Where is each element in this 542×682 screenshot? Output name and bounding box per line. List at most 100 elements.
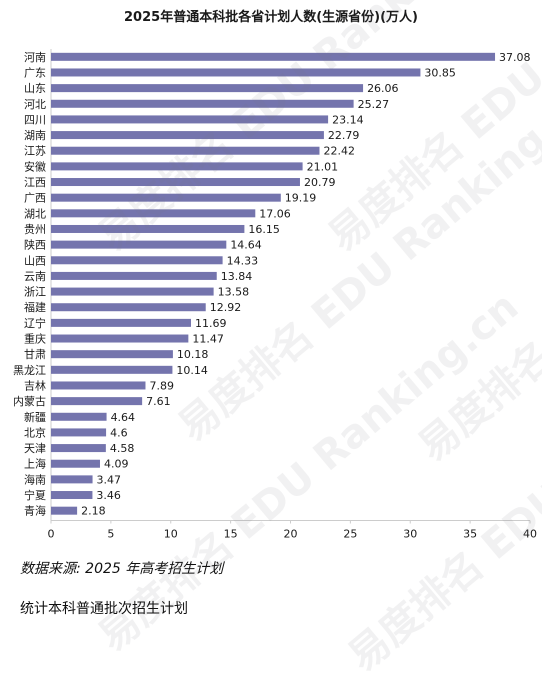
bar	[51, 178, 300, 187]
data-label: 4.09	[104, 458, 129, 471]
bar	[51, 115, 329, 124]
category-label: 河北	[24, 98, 46, 111]
data-label: 22.79	[328, 129, 360, 142]
data-label: 3.46	[96, 489, 121, 502]
bar	[51, 52, 496, 61]
data-label: 11.69	[195, 317, 227, 330]
data-label: 3.47	[97, 473, 122, 486]
data-label: 17.06	[259, 207, 291, 220]
data-label: 23.14	[332, 113, 364, 126]
category-label: 福建	[24, 300, 46, 314]
source-note: 数据来源: 2025 年高考招生计划	[20, 561, 224, 577]
bar-chart: 河南 37.08 广东 30.85 山东 26.06 河北 25.27 四川 23.14 湖南 22.…	[13, 49, 537, 541]
chart-title: 2025年普通本科批各省计划人数(生源省份)(万人)	[124, 10, 418, 25]
category-label: 江苏	[24, 145, 46, 158]
category-label: 海南	[24, 472, 46, 486]
bar	[51, 287, 214, 296]
data-label: 4.64	[111, 411, 135, 424]
category-label: 江西	[24, 176, 46, 189]
bar	[51, 271, 217, 280]
x-tick-label: 35	[463, 528, 477, 541]
footer-note: 统计本科普通批次招生计划	[20, 601, 188, 617]
data-label: 37.08	[499, 51, 530, 64]
bar	[51, 84, 364, 93]
data-label: 4.6	[110, 426, 128, 439]
bar	[51, 68, 421, 77]
bar	[51, 397, 143, 406]
bar	[51, 381, 146, 390]
bar	[51, 350, 173, 359]
bar	[51, 303, 206, 312]
category-label: 四川	[24, 113, 46, 126]
category-label: 内蒙古	[13, 394, 46, 408]
bar	[51, 444, 106, 453]
category-label: 广西	[24, 192, 46, 205]
x-tick-label: 0	[48, 528, 55, 541]
category-label: 吉林	[24, 378, 46, 392]
category-label: 甘肃	[24, 348, 46, 361]
data-label: 30.85	[424, 66, 456, 79]
data-label: 20.79	[304, 176, 336, 189]
data-label: 22.42	[323, 145, 355, 158]
data-label: 10.14	[176, 364, 208, 377]
x-tick-label: 30	[403, 528, 417, 541]
bar	[51, 412, 107, 421]
data-label: 25.27	[358, 98, 390, 111]
data-label: 12.92	[210, 301, 242, 314]
data-label: 11.47	[192, 333, 224, 346]
bar	[51, 475, 93, 484]
bar	[51, 459, 100, 468]
bar	[51, 99, 354, 108]
category-label: 辽宁	[24, 316, 46, 330]
category-label: 湖北	[24, 207, 46, 220]
category-label: 青海	[24, 504, 46, 518]
category-label: 云南	[24, 270, 46, 283]
data-label: 7.61	[146, 395, 171, 408]
category-label: 安徽	[24, 159, 46, 173]
category-label: 北京	[24, 425, 46, 439]
data-label: 13.58	[218, 286, 250, 299]
bar	[51, 256, 223, 265]
data-label: 7.89	[149, 379, 174, 392]
category-label: 重庆	[24, 332, 46, 346]
category-label: 新疆	[24, 410, 46, 424]
x-tick-label: 10	[164, 528, 178, 541]
category-label: 山东	[24, 82, 46, 95]
bar	[51, 318, 191, 327]
data-label: 14.33	[227, 254, 259, 267]
bar	[51, 193, 281, 202]
category-label: 宁夏	[24, 488, 46, 502]
data-label: 16.15	[248, 223, 279, 236]
data-label: 26.06	[367, 82, 399, 95]
bar	[51, 131, 324, 140]
category-label: 陕西	[24, 238, 46, 252]
category-label: 湖南	[24, 129, 46, 142]
data-label: 2.18	[81, 505, 106, 518]
data-label: 14.64	[230, 239, 262, 252]
bar	[51, 506, 78, 515]
data-label: 10.18	[177, 348, 209, 361]
bar	[51, 209, 256, 218]
bar	[51, 146, 320, 155]
x-tick-label: 25	[343, 528, 357, 541]
category-label: 贵州	[24, 223, 46, 236]
bar	[51, 162, 303, 171]
data-label: 21.01	[307, 160, 339, 173]
category-label: 黑龙江	[13, 364, 46, 377]
data-label: 4.58	[110, 442, 134, 455]
category-label: 上海	[24, 457, 46, 471]
x-tick-label: 5	[107, 528, 114, 541]
bar	[51, 491, 93, 500]
bar	[51, 365, 173, 374]
category-label: 广东	[24, 66, 46, 79]
bar	[51, 240, 227, 249]
x-tick-label: 40	[523, 528, 537, 541]
category-label: 河南	[24, 51, 46, 64]
data-label: 13.84	[221, 270, 253, 283]
category-label: 浙江	[24, 286, 46, 299]
bar	[51, 428, 107, 437]
bar	[51, 224, 245, 233]
category-label: 山西	[24, 254, 46, 267]
x-tick-label: 20	[284, 528, 298, 541]
bar	[51, 334, 189, 343]
